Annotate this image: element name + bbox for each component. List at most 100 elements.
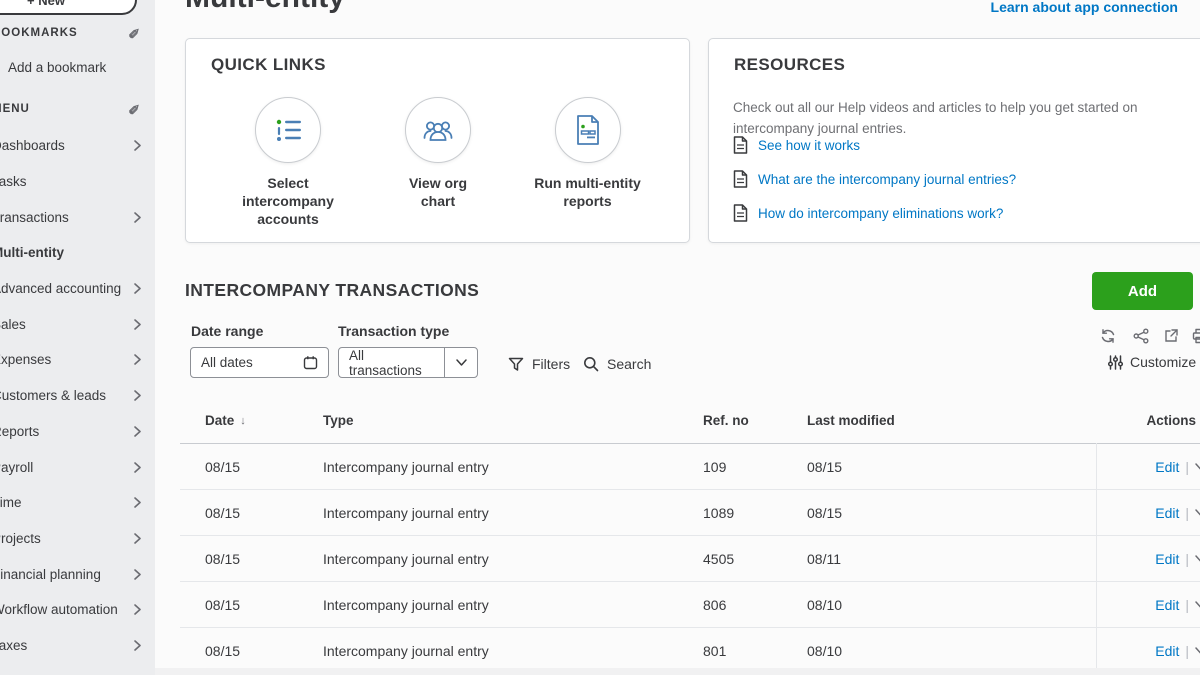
transaction-type-value: All transactions (339, 348, 444, 378)
column-header-ref-no[interactable]: Ref. no (703, 398, 749, 443)
resource-link-what-are-intercompany-journal-entries[interactable]: What are the intercompany journal entrie… (733, 169, 1016, 189)
cell-actions: Edit | (1070, 582, 1200, 627)
chevron-down-icon[interactable] (1195, 601, 1200, 608)
sidebar-item[interactable]: Reports (0, 414, 155, 450)
new-button[interactable]: + New (0, 0, 137, 15)
table-header-row: Date ↓ Type Ref. no Last modified Action… (180, 398, 1200, 444)
edit-link[interactable]: Edit (1155, 643, 1179, 659)
edit-link[interactable]: Edit (1155, 597, 1179, 613)
export-icon[interactable] (1163, 328, 1179, 344)
circle-button[interactable] (255, 97, 321, 163)
sidebar-item-label: Customers & leads (0, 388, 106, 403)
chevron-right-icon (134, 140, 141, 151)
edit-link[interactable]: Edit (1155, 459, 1179, 475)
cell-last-modified: 08/15 (807, 490, 842, 535)
sidebar-item[interactable]: Projects (0, 521, 155, 557)
chevron-right-icon (134, 390, 141, 401)
select-accounts-icon (271, 113, 305, 147)
filter-funnel-icon (508, 357, 524, 372)
quick-link-run-multi-entity-reports[interactable]: Run multi-entity reports (526, 97, 649, 210)
cell-actions: Edit | (1070, 444, 1200, 489)
sidebar-item[interactable]: Transactions (0, 199, 155, 235)
cell-type: Intercompany journal entry (323, 536, 489, 581)
transaction-type-select[interactable]: All transactions (338, 347, 478, 378)
quick-link-view-org-chart[interactable]: View org chart (378, 97, 498, 210)
sidebar-item-label: Tasks (0, 174, 27, 189)
filters-button[interactable]: Filters (508, 352, 570, 376)
divider: | (1185, 643, 1189, 659)
pencil-icon[interactable]: ✎ (128, 24, 141, 41)
document-icon (733, 170, 748, 188)
cell-type: Intercompany journal entry (323, 628, 489, 673)
search-button[interactable]: Search (583, 352, 651, 376)
column-header-date[interactable]: Date ↓ (205, 398, 246, 443)
sidebar-item[interactable]: Financial planning (0, 556, 155, 592)
learn-about-app-connection-link[interactable]: Learn about app connection (991, 0, 1178, 15)
chevron-right-icon (134, 497, 141, 508)
sidebar-item[interactable]: Workflow automation (0, 592, 155, 628)
add-button[interactable]: Add (1092, 272, 1193, 310)
bottom-strip (155, 668, 1200, 675)
sidebar-item[interactable]: Customers & leads (0, 378, 155, 414)
sidebar-item[interactable]: Dashboards (0, 128, 155, 164)
table-body: 08/15 Intercompany journal entry 109 08/… (180, 444, 1200, 674)
sidebar-item[interactable]: Sales (0, 306, 155, 342)
document-icon (733, 136, 748, 154)
cell-type: Intercompany journal entry (323, 582, 489, 627)
search-label: Search (607, 356, 651, 372)
edit-link[interactable]: Edit (1155, 505, 1179, 521)
circle-button[interactable] (555, 97, 621, 163)
pencil-icon[interactable]: ✎ (128, 100, 141, 117)
column-header-last-modified[interactable]: Last modified (807, 398, 895, 443)
date-range-value: All dates (201, 355, 253, 370)
sidebar-item[interactable]: Expenses (0, 342, 155, 378)
cell-date: 08/15 (205, 536, 240, 581)
chevron-right-icon (134, 569, 141, 580)
table-row: 08/15 Intercompany journal entry 109 08/… (180, 444, 1200, 490)
chevron-down-icon[interactable] (1195, 463, 1200, 470)
sidebar-item-label: Expenses (0, 352, 51, 367)
sync-icon[interactable] (1100, 328, 1116, 344)
sidebar-item-label: Taxes (0, 638, 27, 653)
customize-button[interactable]: Customize (1108, 354, 1196, 370)
chevron-down-icon[interactable] (1195, 509, 1200, 516)
resource-link-how-do-intercompany-eliminations-work[interactable]: How do intercompany eliminations work? (733, 203, 1003, 223)
cell-ref-no: 1089 (703, 490, 734, 535)
share-icon[interactable] (1133, 328, 1149, 344)
circle-button[interactable] (405, 97, 471, 163)
divider: | (1185, 551, 1189, 567)
chevron-down-icon[interactable] (1195, 647, 1200, 654)
sidebar-item[interactable]: Tasks (0, 164, 155, 200)
resource-link-label[interactable]: What are the intercompany journal entrie… (758, 172, 1016, 187)
cell-last-modified: 08/10 (807, 582, 842, 627)
chevron-down-icon[interactable] (444, 348, 477, 377)
cell-last-modified: 08/15 (807, 444, 842, 489)
sidebar-nav: Dashboards Tasks Transactions (0, 128, 155, 663)
sort-down-icon: ↓ (240, 415, 246, 427)
cell-date: 08/15 (205, 490, 240, 535)
filters-label: Filters (532, 356, 570, 372)
edit-link[interactable]: Edit (1155, 551, 1179, 567)
resource-link-see-how-it-works[interactable]: See how it works (733, 135, 860, 155)
sidebar-item[interactable]: Multi-entity (0, 235, 155, 271)
sidebar-item-label: Time (0, 495, 22, 510)
add-bookmark-link[interactable]: Add a bookmark (8, 60, 106, 75)
sidebar-item[interactable]: Time (0, 485, 155, 521)
app-window: + New BOOKMARKS ✎ Add a bookmark MENU ✎ … (0, 0, 1200, 675)
resource-link-label[interactable]: How do intercompany eliminations work? (758, 206, 1003, 221)
table-row: 08/15 Intercompany journal entry 4505 08… (180, 536, 1200, 582)
chevron-right-icon (134, 283, 141, 294)
printer-icon[interactable] (1192, 328, 1200, 344)
quick-link-select-intercompany-accounts[interactable]: Select intercompany accounts (228, 97, 348, 229)
divider: | (1185, 505, 1189, 521)
sidebar-item[interactable]: Payroll (0, 449, 155, 485)
menu-header-label: MENU (0, 103, 30, 115)
date-range-select[interactable]: All dates (190, 347, 329, 378)
chevron-down-icon[interactable] (1195, 555, 1200, 562)
quick-links-card: QUICK LINKS Select intercompany accounts (185, 38, 690, 243)
sidebar-item[interactable]: Taxes (0, 628, 155, 664)
column-header-type[interactable]: Type (323, 398, 354, 443)
sidebar-item[interactable]: Advanced accounting (0, 271, 155, 307)
cell-actions: Edit | (1070, 536, 1200, 581)
resource-link-label[interactable]: See how it works (758, 138, 860, 153)
